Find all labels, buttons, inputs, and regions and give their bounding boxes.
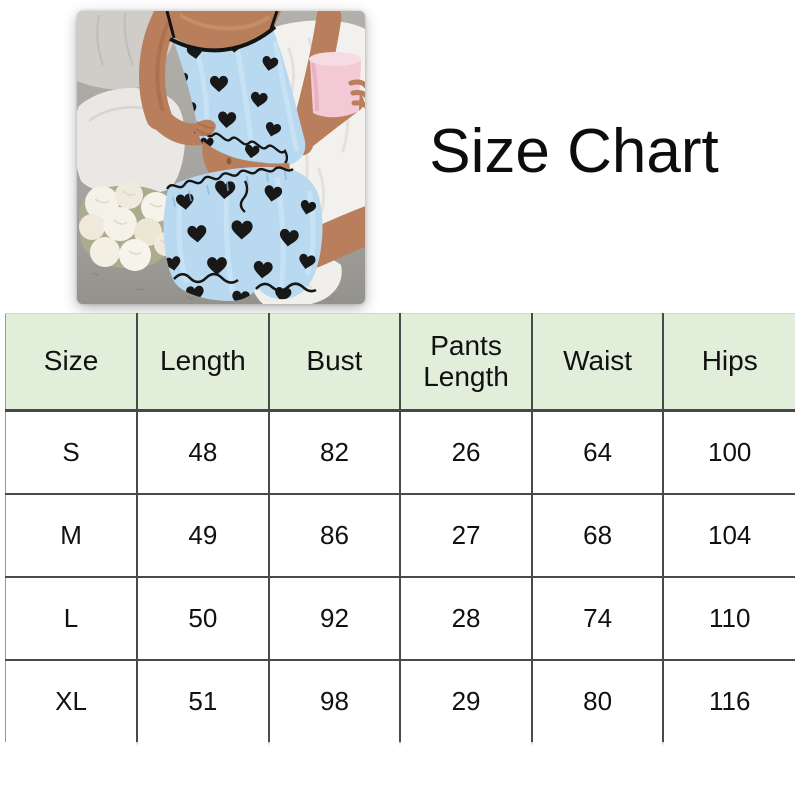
- column-header-hips: Hips: [662, 313, 795, 412]
- measurement-cell: 68: [530, 493, 664, 577]
- column-header-bust: Bust: [267, 313, 401, 412]
- measurement-cell: 64: [530, 410, 664, 494]
- table-row-xl: XL 51 98 29 80 116: [5, 659, 795, 742]
- measurement-cell: 104: [662, 493, 795, 577]
- size-table: Size Length Bust Pants Length Waist Hips…: [5, 313, 795, 742]
- size-cell: S: [5, 410, 138, 494]
- size-chart-title: Size Chart: [429, 117, 719, 186]
- pink-mug: [309, 52, 365, 118]
- measurement-cell: 116: [662, 659, 795, 742]
- size-table-container: Size Length Bust Pants Length Waist Hips…: [5, 313, 795, 742]
- pajama-shorts: [163, 166, 323, 301]
- measurement-cell: 80: [530, 659, 664, 742]
- column-header-length: Length: [136, 313, 269, 412]
- measurement-cell: 27: [399, 493, 532, 577]
- column-line-stub: [136, 731, 138, 746]
- pillow: [77, 88, 185, 196]
- measurement-cell: 28: [399, 576, 532, 660]
- right-hem-trim: [255, 282, 317, 293]
- column-line-stub: [531, 731, 533, 746]
- column-header-pants-length: Pants Length: [399, 313, 532, 412]
- size-cell: L: [5, 576, 138, 660]
- measurement-cell: 98: [267, 659, 401, 742]
- measurement-cell: 50: [136, 576, 269, 660]
- pajama-product-illustration: [77, 11, 365, 304]
- column-header-waist: Waist: [530, 313, 664, 412]
- measurement-cell: 100: [662, 410, 795, 494]
- measurement-cell: 82: [267, 410, 401, 494]
- neckline-trim: [169, 25, 277, 53]
- fingers: [348, 79, 365, 109]
- measurement-cell: 86: [267, 493, 401, 577]
- column-line-stub: [399, 731, 401, 746]
- measurement-cell: 92: [267, 576, 401, 660]
- left-hem-trim: [173, 272, 239, 284]
- size-cell: XL: [5, 659, 138, 742]
- drawstring: [239, 180, 249, 213]
- measurement-cell: 49: [136, 493, 269, 577]
- size-table-header: Size Length Bust Pants Length Waist Hips: [5, 313, 795, 412]
- size-cell: M: [5, 493, 138, 577]
- straps: [165, 11, 279, 39]
- table-row-l: L 50 92 28 74 110: [5, 576, 795, 660]
- table-row-m: M 49 86 27 68 104: [5, 493, 795, 577]
- measurement-cell: 110: [662, 576, 795, 660]
- waistband-ruffle-trim: [165, 166, 294, 190]
- product-photo: [77, 11, 365, 304]
- measurement-cell: 29: [399, 659, 532, 742]
- column-header-size: Size: [5, 313, 138, 412]
- peony-flowers: [78, 181, 185, 271]
- column-line-stub: [268, 731, 270, 746]
- lettuce-hem-trim: [193, 128, 289, 164]
- table-row-s: S 48 82 26 64 100: [5, 410, 795, 494]
- measurement-cell: 51: [136, 659, 269, 742]
- measurement-cell: 74: [530, 576, 664, 660]
- column-line-stub: [662, 731, 664, 746]
- measurement-cell: 26: [399, 410, 532, 494]
- measurement-cell: 48: [136, 410, 269, 494]
